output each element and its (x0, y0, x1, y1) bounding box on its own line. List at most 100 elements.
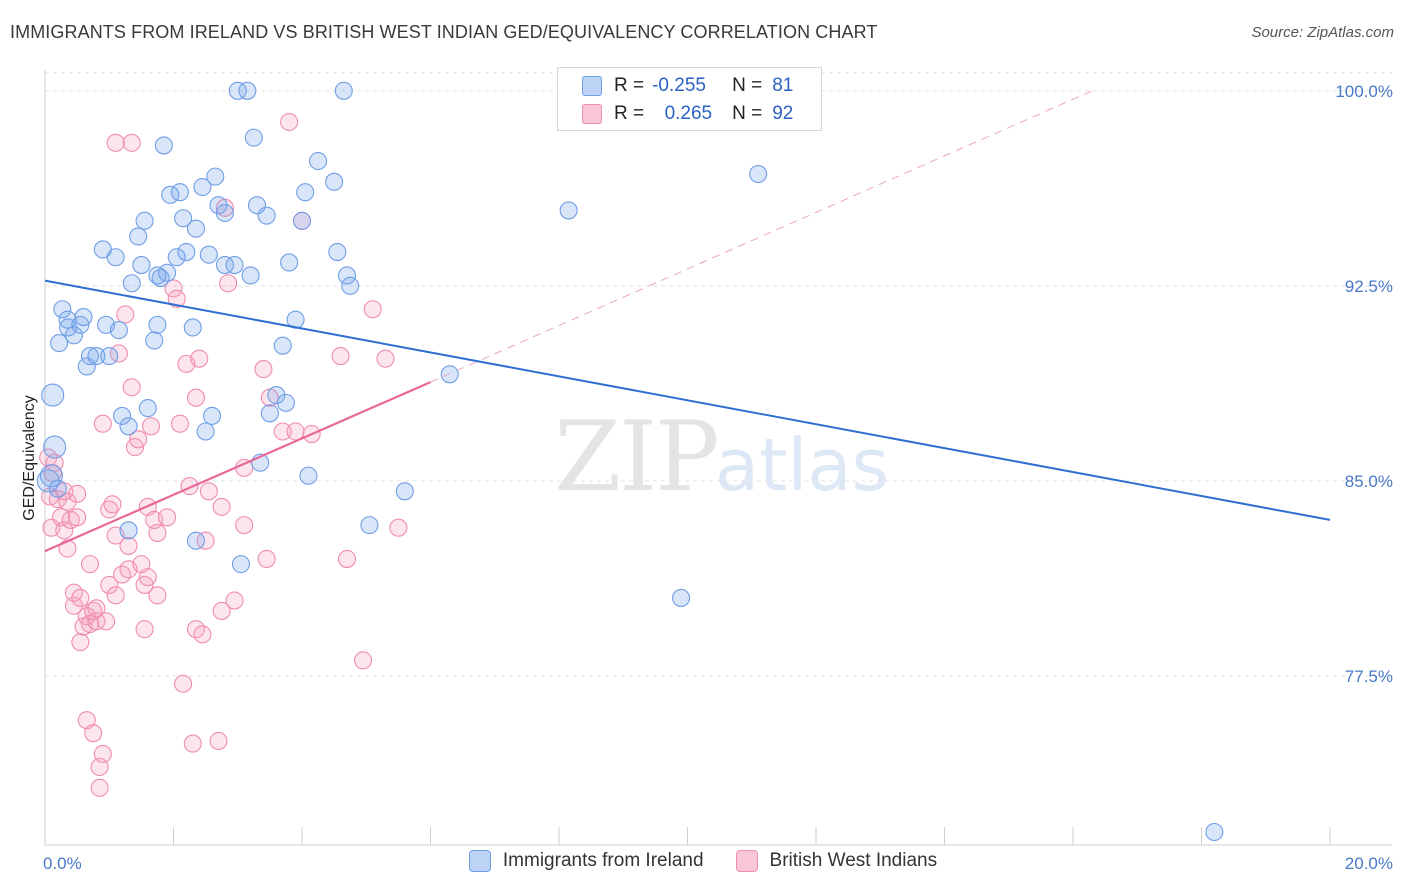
point-immigrants-from-ireland (135, 211, 154, 230)
point-british-west-indians (96, 612, 116, 631)
tick-labels: 77.5% 85.0% 92.5% 100.0% 0.0% 20.0% (43, 82, 1393, 873)
point-british-west-indians (257, 549, 276, 568)
point-immigrants-from-ireland (273, 336, 292, 355)
grid-lines (45, 72, 1392, 677)
point-immigrants-from-ireland (80, 347, 100, 366)
point-immigrants-from-ireland (276, 393, 295, 412)
point-immigrants-from-ireland (360, 516, 379, 535)
legend-n-value-ireland: 81 (772, 75, 794, 96)
point-british-west-indians (80, 555, 100, 574)
point-british-west-indians (183, 734, 202, 753)
point-immigrants-from-ireland (100, 347, 119, 366)
legend-r-label: R = (614, 103, 645, 124)
point-british-west-indians (148, 586, 167, 605)
watermark-atlas: atlas (715, 423, 889, 507)
point-british-west-indians (58, 539, 77, 558)
legend-n-value-bwi: 92 (772, 103, 794, 124)
point-immigrants-from-ireland (206, 167, 225, 186)
point-immigrants-from-ireland (1205, 822, 1224, 842)
point-british-west-indians (68, 484, 87, 503)
point-immigrants-from-ireland (325, 172, 344, 191)
legend-swatch-bwi (735, 850, 758, 872)
series-legend: Immigrants from Ireland British West Ind… (0, 850, 1406, 872)
trend-line-ireland (44, 279, 1331, 521)
point-immigrants-from-ireland (109, 321, 128, 340)
point-british-west-indians (141, 417, 161, 436)
point-immigrants-from-ireland (183, 318, 202, 337)
y-tick-label: 85.0% (1345, 472, 1393, 491)
point-immigrants-from-ireland (53, 300, 72, 319)
point-immigrants-from-ireland (672, 588, 691, 607)
point-british-west-indians (87, 612, 106, 631)
x-tick-label-min: 0.0% (43, 854, 82, 873)
point-british-west-indians (87, 599, 106, 618)
point-british-west-indians (196, 531, 215, 550)
legend-r-value-ireland: -0.255 (652, 75, 706, 96)
point-british-west-indians (190, 349, 209, 368)
point-british-west-indians (186, 388, 206, 407)
point-immigrants-from-ireland (328, 242, 347, 262)
point-british-west-indians (58, 492, 77, 511)
point-british-west-indians (93, 414, 112, 433)
point-immigrants-from-ireland (292, 211, 312, 230)
point-immigrants-from-ireland (334, 81, 353, 100)
point-british-west-indians (376, 349, 395, 368)
point-immigrants-from-ireland (43, 435, 67, 459)
point-british-west-indians (389, 518, 408, 537)
legend-item-bwi: British West Indians (735, 850, 937, 872)
point-british-west-indians (90, 778, 109, 797)
point-british-west-indians (209, 731, 228, 751)
point-british-west-indians (106, 586, 125, 605)
point-british-west-indians (84, 601, 103, 620)
point-immigrants-from-ireland (167, 248, 186, 267)
point-british-west-indians (164, 279, 183, 298)
point-immigrants-from-ireland (186, 531, 206, 550)
point-british-west-indians (337, 549, 357, 568)
point-british-west-indians (193, 625, 212, 644)
point-immigrants-from-ireland (132, 256, 151, 275)
trend-lines (44, 90, 1331, 553)
point-british-west-indians (219, 274, 238, 293)
legend-row-ireland: R = -0.255 N = 81 (582, 73, 793, 99)
point-british-west-indians (158, 508, 177, 527)
point-immigrants-from-ireland (395, 482, 414, 501)
point-immigrants-from-ireland (215, 203, 234, 223)
point-british-west-indians (138, 568, 157, 587)
point-british-west-indians (100, 575, 119, 594)
point-immigrants-from-ireland (170, 183, 189, 202)
series-immigrants-from-ireland (36, 81, 1224, 842)
legend-item-ireland: Immigrants from Ireland (468, 850, 704, 872)
point-immigrants-from-ireland (199, 245, 218, 264)
axes (44, 70, 1392, 846)
point-immigrants-from-ireland (559, 201, 578, 220)
legend-r-label: R = (614, 75, 645, 96)
legend-label-ireland: Immigrants from Ireland (502, 850, 704, 871)
point-immigrants-from-ireland (41, 383, 65, 407)
point-british-west-indians (363, 300, 382, 319)
point-immigrants-from-ireland (231, 555, 251, 574)
chart-title: IMMIGRANTS FROM IRELAND VS BRITISH WEST … (10, 22, 878, 42)
point-british-west-indians (55, 521, 74, 540)
point-british-west-indians (167, 289, 186, 308)
point-british-west-indians (122, 378, 141, 397)
point-immigrants-from-ireland (138, 399, 157, 418)
point-british-west-indians (119, 536, 138, 555)
point-immigrants-from-ireland (119, 521, 138, 540)
watermark-zip: ZIP (554, 401, 717, 513)
point-immigrants-from-ireland (193, 177, 212, 197)
point-british-west-indians (106, 133, 125, 152)
point-immigrants-from-ireland (196, 422, 215, 441)
point-immigrants-from-ireland (148, 315, 167, 334)
point-immigrants-from-ireland (129, 227, 148, 246)
point-immigrants-from-ireland (87, 347, 106, 366)
x-tick-label-max: 20.0% (1345, 854, 1393, 873)
point-immigrants-from-ireland (48, 479, 67, 498)
point-immigrants-from-ireland (228, 81, 247, 100)
point-immigrants-from-ireland (296, 183, 315, 202)
point-immigrants-from-ireland (148, 266, 167, 285)
point-immigrants-from-ireland (244, 128, 263, 147)
point-british-west-indians (148, 523, 167, 542)
point-immigrants-from-ireland (50, 334, 69, 353)
point-immigrants-from-ireland (309, 151, 328, 171)
point-immigrants-from-ireland (260, 404, 279, 423)
